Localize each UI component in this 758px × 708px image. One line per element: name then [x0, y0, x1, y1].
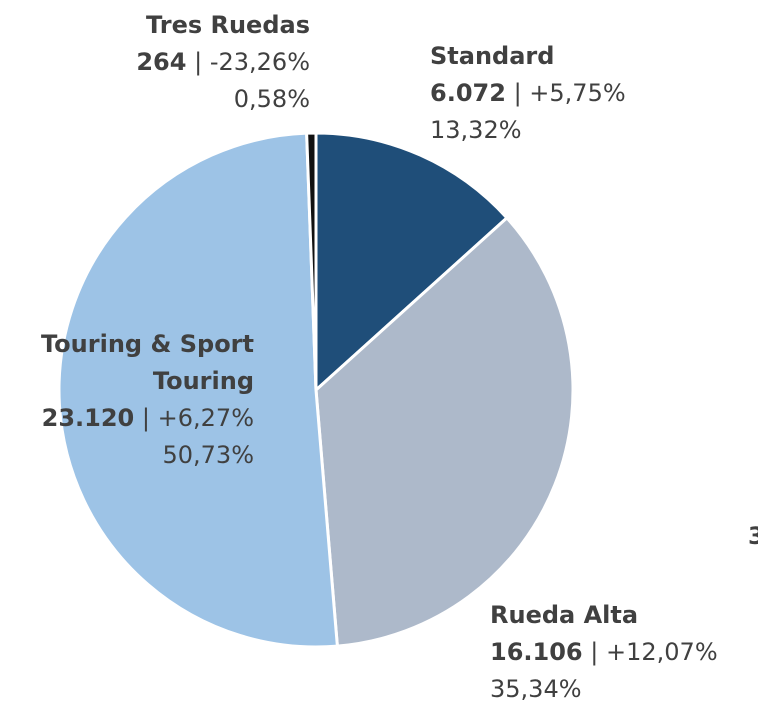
pie-slice	[305, 131, 318, 391]
count-label: 16.106	[490, 638, 583, 666]
data-label: Tres Ruedas 264 | -23,26% 0,58%	[60, 7, 310, 118]
pie-slice	[314, 131, 510, 394]
pie-slice	[314, 215, 575, 648]
data-label: Rueda Alta 16.106 | +12,07% 35,34%	[490, 597, 758, 708]
side-text: 3	[748, 522, 758, 550]
separator: |	[590, 638, 599, 666]
count-label: 264	[136, 48, 187, 76]
change-label: +12,07%	[606, 638, 718, 666]
category-label: Rueda Alta	[490, 601, 639, 629]
pie-slice	[57, 131, 339, 649]
change-label: +6,27%	[157, 404, 254, 432]
data-label: Standard 6.072 | +5,75% 13,32%	[430, 38, 750, 149]
separator: |	[513, 79, 522, 107]
value-label: 13,32%	[430, 116, 522, 144]
count-label: 23.120	[41, 404, 135, 432]
count-line: 23.120 | +6,27%	[4, 400, 254, 437]
count-line: 16.106 | +12,07%	[490, 634, 758, 671]
category-label: Tres Ruedas	[146, 11, 310, 39]
count-label: 6.072	[430, 79, 506, 107]
separator: |	[141, 404, 150, 432]
category-label: Touring & Sport Touring	[41, 330, 254, 395]
value-label: 50,73%	[162, 441, 254, 469]
change-label: -23,26%	[209, 48, 310, 76]
count-line: 6.072 | +5,75%	[430, 75, 750, 112]
value-label: 35,34%	[490, 675, 582, 703]
value-label: 0,58%	[233, 85, 310, 113]
separator: |	[194, 48, 203, 76]
category-label: Standard	[430, 42, 555, 70]
change-label: +5,75%	[529, 79, 626, 107]
count-line: 264 | -23,26%	[60, 44, 310, 81]
data-label: Touring & Sport Touring 23.120 | +6,27% 50…	[4, 326, 254, 474]
